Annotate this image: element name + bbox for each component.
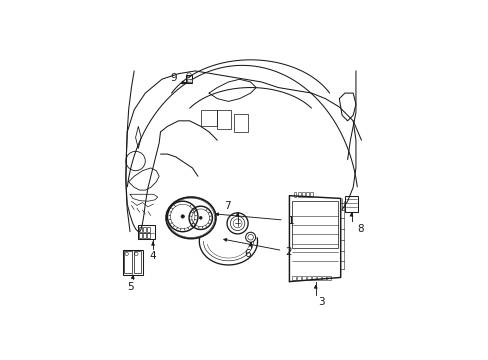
Bar [186,79,191,82]
Bar [291,201,337,248]
Bar [217,110,231,129]
Text: 6: 6 [244,249,251,259]
Bar [305,192,308,197]
Text: 8: 8 [356,224,363,234]
Bar [344,196,357,212]
Bar [293,192,296,197]
Bar [322,276,325,280]
Circle shape [181,215,184,218]
Text: 2: 2 [285,247,291,257]
Bar [317,276,320,280]
Bar [326,276,330,280]
Bar [133,251,141,273]
Bar [123,251,132,273]
Bar [302,276,305,280]
Bar [143,227,145,232]
Bar [143,233,145,238]
Bar [309,192,312,197]
Text: 1: 1 [287,216,294,226]
Bar [301,192,304,197]
Bar [146,233,149,238]
Bar [292,276,295,280]
Text: 7: 7 [224,201,230,211]
Bar [311,276,315,280]
Bar [297,276,301,280]
Text: 4: 4 [149,251,156,261]
Bar [138,225,155,239]
Bar [306,276,310,280]
Bar [185,75,192,83]
Text: 9: 9 [170,73,177,83]
Bar [297,192,300,197]
Bar [122,250,143,275]
Text: 3: 3 [317,297,324,307]
Bar [139,233,142,238]
Bar [146,227,149,232]
Bar [139,227,142,232]
Bar [233,114,247,132]
Bar [200,110,217,126]
Text: 5: 5 [127,282,134,292]
Circle shape [199,216,202,219]
